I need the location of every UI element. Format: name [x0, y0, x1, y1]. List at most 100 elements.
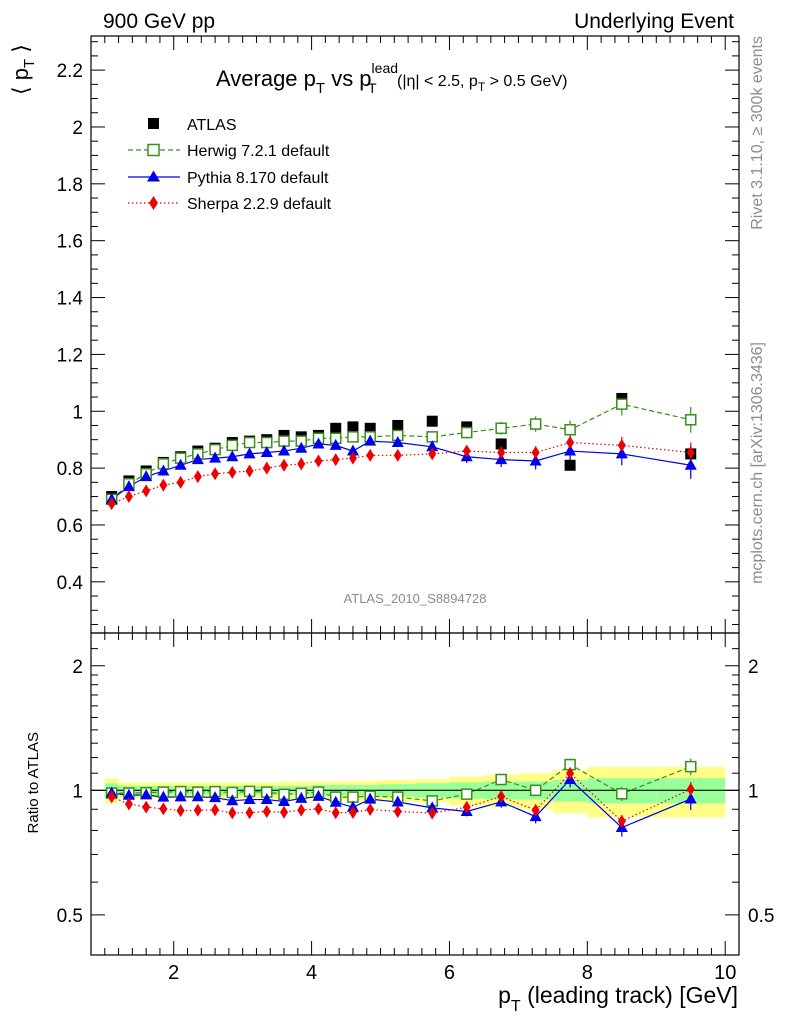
y-tick-label: 1.4 [57, 289, 84, 310]
point-pythia [564, 444, 577, 456]
point-sherpa [331, 453, 340, 467]
x-tick-label: 8 [582, 962, 593, 984]
ratio-point-herwig [529, 784, 542, 797]
y-tick-label: 2.2 [57, 61, 83, 82]
ratio-point-sherpa [297, 803, 306, 817]
ratio-panel: 2 4 6 8 10 0.5 0.5 1 1 2 2 Ratio to ATLAS pT (lead… [25, 632, 774, 1015]
point-atlas [392, 419, 404, 431]
point-sherpa [280, 458, 289, 472]
point-pythia [529, 454, 542, 466]
ratio-point-sherpa [686, 782, 695, 796]
point-sherpa [159, 478, 168, 492]
y-tick-label: 0.4 [57, 573, 84, 594]
y-tick-label-ratio: 0.5 [57, 906, 83, 927]
legend-label-atlas: ATLAS [187, 117, 237, 134]
ratio-point-herwig [684, 760, 697, 773]
point-atlas [426, 415, 438, 427]
point-sherpa [462, 444, 471, 458]
point-sherpa [531, 445, 540, 459]
x-axis-label: pT (leading track) [GeV] [498, 982, 738, 1015]
point-pythia [391, 436, 404, 448]
point-atlas [564, 459, 576, 471]
legend-entry-atlas: ATLAS [148, 117, 237, 134]
ratio-point-sherpa [462, 800, 471, 814]
point-sherpa [211, 467, 220, 481]
point-sherpa [393, 448, 402, 462]
point-pythia [260, 445, 273, 457]
y-tick-label: 1.6 [57, 232, 83, 253]
point-pythia [278, 444, 291, 456]
point-pythia [157, 464, 170, 476]
point-sherpa [348, 451, 357, 465]
point-pythia [174, 458, 187, 470]
point-sherpa [107, 497, 116, 511]
ratio-line-sherpa [111, 772, 691, 822]
ratio-point-pythia [329, 795, 342, 807]
point-atlas [330, 422, 342, 434]
point-sherpa [617, 438, 626, 452]
y-tick-label-ratio: 2 [72, 657, 83, 678]
point-atlas [364, 422, 376, 434]
ratio-point-pythia [295, 791, 308, 803]
ratio-point-pythia [191, 790, 204, 802]
ratio-point-sherpa [280, 805, 289, 819]
ratio-point-sherpa [428, 806, 437, 820]
ratio-point-pythia [391, 795, 404, 807]
ratio-point-pythia [260, 793, 273, 805]
y-tick-label-ratio-right: 2 [748, 657, 759, 678]
ratio-point-sherpa [314, 802, 323, 816]
point-herwig [529, 418, 542, 430]
ratio-plot-marks [91, 758, 739, 837]
y-tick-label: 1 [72, 402, 83, 423]
legend-marker-pythia [147, 170, 160, 182]
legend-label-pythia: Pythia 8.170 default [187, 170, 329, 187]
ratio-point-pythia [684, 792, 697, 804]
point-pythia [364, 434, 377, 446]
point-herwig [684, 414, 697, 426]
point-sherpa [124, 490, 133, 504]
y-tick-label-ratio-right: 1 [748, 781, 759, 802]
ratio-point-pythia [278, 794, 291, 806]
point-sherpa [245, 464, 254, 478]
y-axis-label: ⟨ pT ⟩ [8, 44, 38, 95]
ratio-point-pythia [140, 788, 153, 800]
ratio-point-sherpa [193, 803, 202, 817]
x-tick-label: 4 [306, 962, 317, 984]
ratio-y-label: Ratio to ATLAS [25, 732, 42, 833]
ratio-point-pythia [157, 790, 170, 802]
y-tick-label: 0.6 [57, 516, 83, 537]
y-tick-label: 1.8 [57, 175, 83, 196]
point-pythia [191, 453, 204, 465]
header-left: 900 GeV pp [103, 10, 215, 33]
ratio-point-sherpa [566, 766, 575, 780]
y-tick-label: 0.8 [57, 459, 83, 480]
point-pythia [312, 437, 325, 449]
point-sherpa [366, 448, 375, 462]
mcplots-label: mcplots.cern.ch [arXiv:1306.3436] [749, 342, 766, 584]
x-tick-label: 2 [168, 962, 179, 984]
ratio-point-herwig [495, 773, 507, 786]
point-pythia [615, 447, 628, 459]
ratio-point-sherpa [107, 790, 116, 804]
ratio-point-pythia [364, 792, 377, 804]
point-sherpa [497, 445, 506, 459]
x-tick-label: 6 [444, 962, 455, 984]
main-plot-marks [105, 392, 697, 511]
y-tick-label-ratio-right: 0.5 [748, 906, 774, 927]
ratio-point-sherpa [331, 806, 340, 820]
point-pythia [209, 451, 222, 463]
point-pythia [329, 438, 342, 450]
y-tick-label: 1.2 [57, 345, 83, 366]
y-tick-label-ratio: 1 [72, 781, 83, 802]
legend-marker-sherpa [149, 196, 158, 210]
point-atlas [495, 438, 507, 450]
point-herwig [616, 398, 628, 410]
ratio-point-sherpa [124, 797, 133, 811]
point-sherpa [228, 465, 237, 479]
point-sherpa [142, 484, 151, 498]
legend-marker-herwig [147, 143, 160, 157]
point-sherpa [428, 447, 437, 461]
ratio-point-herwig [616, 788, 628, 800]
ratio-point-sherpa [348, 805, 357, 819]
ratio-point-herwig [347, 791, 359, 803]
